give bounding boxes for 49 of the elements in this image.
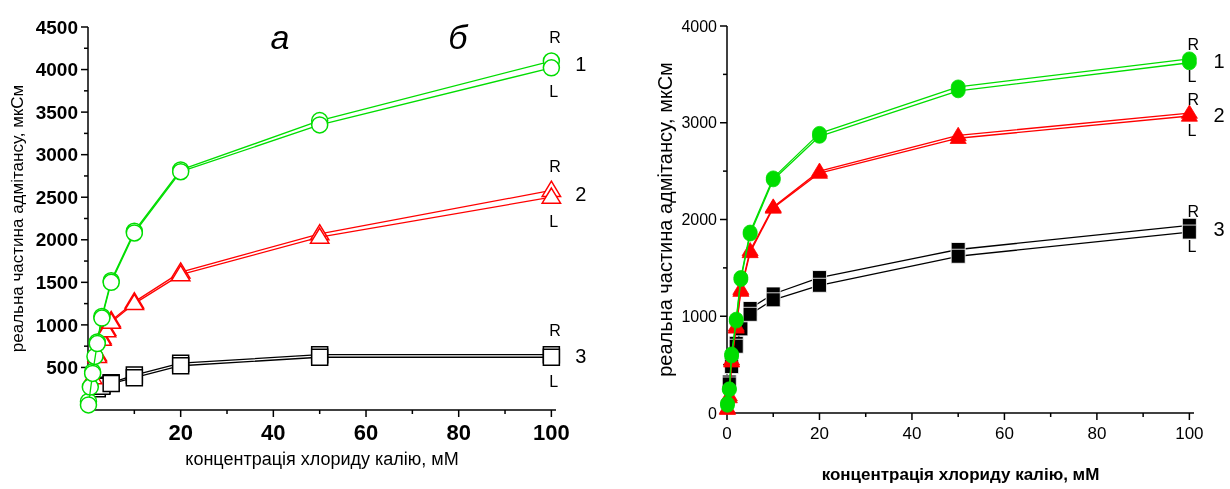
x-tick-label: 60 bbox=[353, 419, 379, 445]
annotation: R bbox=[549, 322, 561, 340]
x-tick-label: 100 bbox=[1175, 423, 1204, 443]
y-tick-label: 500 bbox=[46, 357, 78, 379]
annotation: L bbox=[1187, 121, 1197, 139]
text: 1 bbox=[575, 53, 587, 76]
annotation: R bbox=[1187, 90, 1199, 108]
y-tick-label: 3000 bbox=[35, 144, 78, 166]
x-tick-label: 0 bbox=[722, 423, 732, 443]
annotation: б bbox=[448, 18, 470, 56]
y-tick-label: 0 bbox=[708, 404, 718, 422]
y-axis-title: реальна частина адмітансу, мкСм bbox=[654, 62, 676, 377]
x-tick-label: 40 bbox=[902, 423, 922, 443]
annotation: а bbox=[270, 18, 290, 56]
annotation: L bbox=[1187, 237, 1197, 255]
x-axis-title: концентрація хлориду калію, мМ bbox=[185, 449, 459, 469]
x-tick-label: 20 bbox=[810, 423, 829, 443]
x-tick-label: 100 bbox=[533, 419, 570, 445]
y-tick-label: 4000 bbox=[35, 59, 78, 81]
x-tick-label: 60 bbox=[994, 423, 1014, 443]
y-tick-label: 1000 bbox=[681, 307, 718, 325]
y-tick-label: 1000 bbox=[35, 314, 78, 336]
annotation: L bbox=[549, 372, 559, 390]
x-tick-label: 40 bbox=[261, 419, 286, 445]
annotation: R bbox=[1187, 36, 1199, 54]
y-tick-label: 2000 bbox=[35, 229, 78, 251]
y-tick-label: 3500 bbox=[35, 101, 78, 123]
annotation: R bbox=[549, 28, 561, 46]
text: 3 bbox=[575, 344, 587, 367]
y-tick-label: 4500 bbox=[35, 16, 78, 38]
text: 2 bbox=[575, 182, 587, 205]
y-tick-label: 1500 bbox=[35, 271, 78, 293]
text: 1 bbox=[1213, 49, 1225, 72]
annotation: L bbox=[549, 83, 559, 101]
y-tick-label: 2000 bbox=[681, 211, 718, 229]
x-tick-label: 80 bbox=[1087, 423, 1107, 443]
y-axis-title: реальна частина адмітансу, мкСм bbox=[8, 84, 27, 353]
annotation: L bbox=[1187, 68, 1197, 86]
text: 3 bbox=[1213, 217, 1225, 240]
x-axis-title: концентрація хлориду калію, мМ bbox=[821, 465, 1100, 484]
annotation: R bbox=[549, 158, 561, 176]
annotation: R bbox=[1187, 202, 1199, 220]
annotation: L bbox=[549, 212, 559, 230]
y-tick-label: 3000 bbox=[681, 114, 718, 132]
y-tick-label: 2500 bbox=[35, 186, 78, 208]
y-tick-label: 4000 bbox=[681, 17, 718, 35]
x-tick-label: 20 bbox=[168, 419, 193, 445]
text: 2 bbox=[1213, 103, 1225, 126]
x-tick-label: 80 bbox=[446, 419, 471, 445]
